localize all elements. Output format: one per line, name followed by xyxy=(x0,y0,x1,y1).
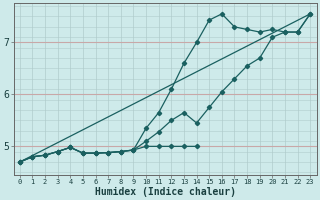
X-axis label: Humidex (Indice chaleur): Humidex (Indice chaleur) xyxy=(94,186,236,197)
